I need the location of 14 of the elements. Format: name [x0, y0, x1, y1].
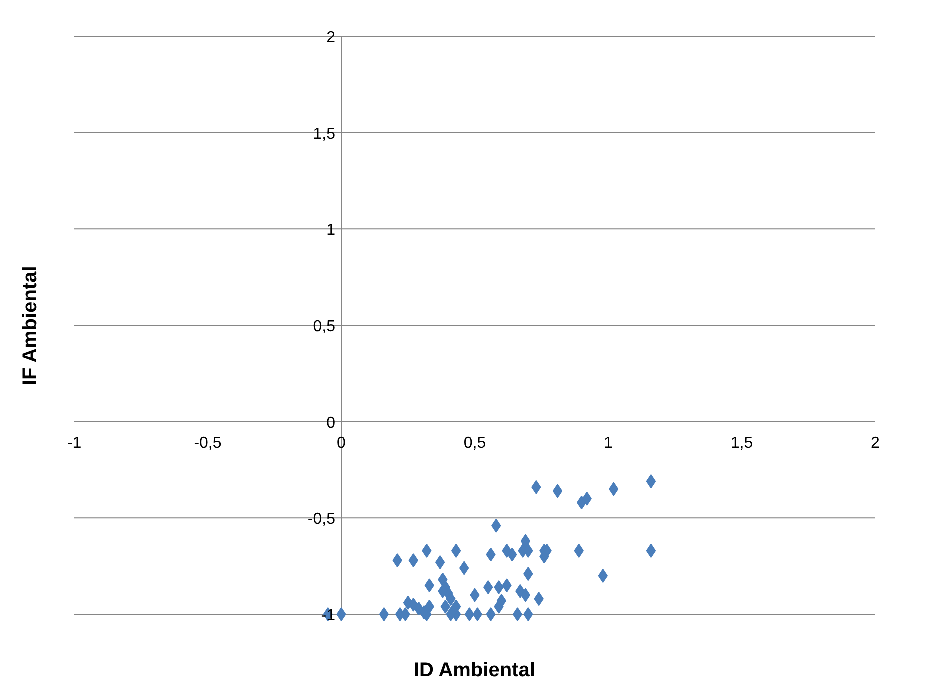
y-axis-title: IF Ambiental — [20, 266, 42, 386]
x-tick-label: 0,5 — [464, 434, 486, 452]
y-tick-label: 1,5 — [313, 126, 336, 143]
y-tick-label: 0,5 — [313, 318, 336, 336]
x-tick-label: -1 — [67, 434, 82, 452]
y-tick-label: 0 — [326, 414, 336, 432]
y-tick-label: -0,5 — [308, 511, 336, 528]
y-tick-label: 2 — [326, 30, 336, 46]
x-tick-label: 1,5 — [730, 434, 754, 452]
y-tick-label: 1 — [326, 222, 336, 240]
x-tick-label: 1 — [604, 434, 614, 452]
x-axis-title: ID Ambiental — [414, 660, 536, 682]
x-tick-label: -0,5 — [194, 434, 222, 452]
x-tick-label: 2 — [871, 434, 880, 452]
